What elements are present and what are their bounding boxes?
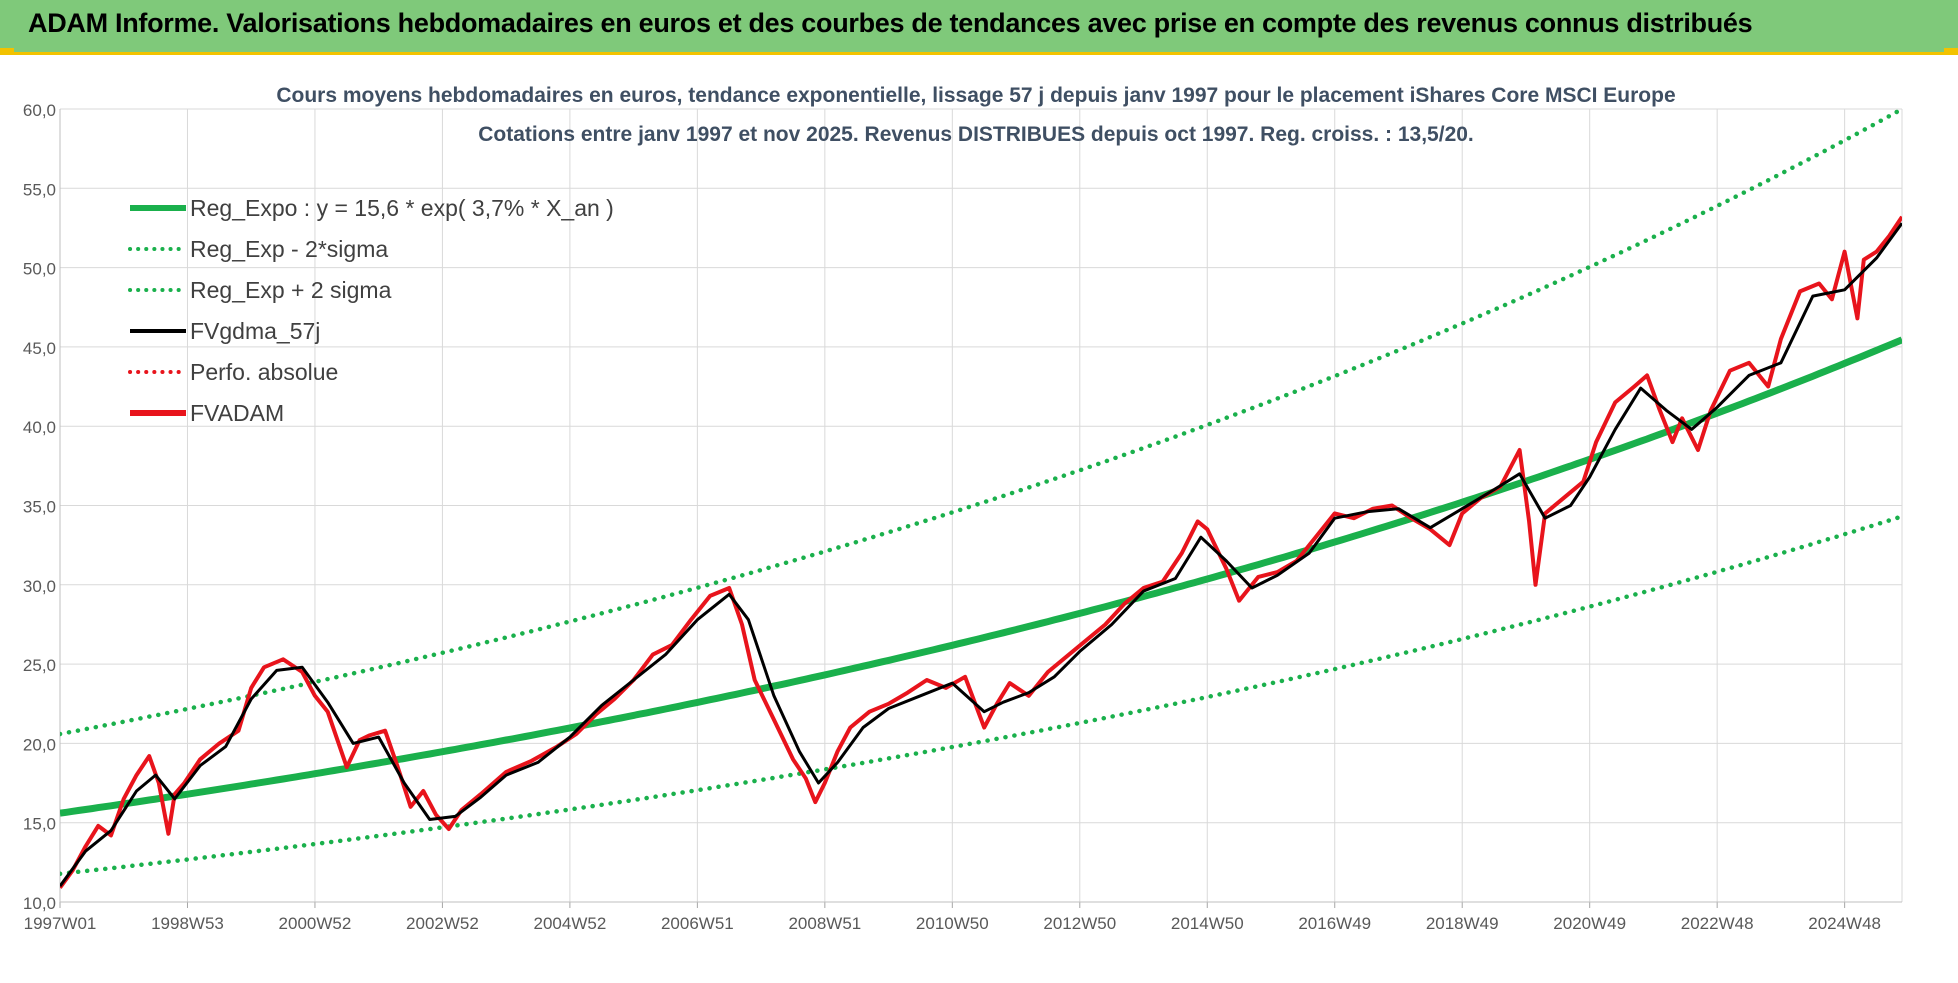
x-tick-label: 2008W51 [788,914,861,933]
chart-title-line-1: Cours moyens hebdomadaires en euros, ten… [276,84,1675,107]
y-tick-label: 55,0 [23,180,56,199]
legend-label: Reg_Expo : y = 15,6 * exp( 3,7% * X_an ) [190,195,614,221]
y-tick-label: 50,0 [23,260,56,279]
x-tick-label: 2000W52 [279,914,352,933]
legend: Reg_Expo : y = 15,6 * exp( 3,7% * X_an )… [128,195,614,426]
chart-title: Cours moyens hebdomadaires en euros, ten… [276,84,1675,146]
report-banner: ADAM Informe. Valorisations hebdomadaire… [0,0,1958,55]
x-tick-label: 2012W50 [1043,914,1116,933]
fvadam-line [60,215,1902,889]
legend-label: FVADAM [190,400,284,426]
frame-corner-right [1944,48,1958,54]
y-tick-label: 30,0 [23,577,56,596]
fvgdma-57j-line [60,222,1902,887]
y-tick-label: 15,0 [23,815,56,834]
legend-label: Reg_Exp + 2 sigma [190,277,392,303]
x-tick-label: 2004W52 [534,914,607,933]
y-tick-label: 45,0 [23,339,56,358]
legend-label: Perfo. absolue [190,359,338,385]
y-tick-label: 35,0 [23,498,56,517]
x-tick-label: 1997W01 [24,914,97,933]
series-lines [60,107,1902,889]
x-tick-label: 2016W49 [1298,914,1371,933]
report-title: ADAM Informe. Valorisations hebdomadaire… [28,8,1753,38]
gridlines [59,108,1903,903]
x-tick-label: 2024W48 [1808,914,1881,933]
legend-label: FVgdma_57j [190,318,320,344]
x-tick-label: 2020W49 [1553,914,1626,933]
reg-exp-minus-2sigma-line [60,514,1902,877]
y-tick-label: 25,0 [23,656,56,675]
y-tick-label: 60,0 [23,101,56,120]
x-tick-label: 2006W51 [661,914,734,933]
y-tick-label: 10,0 [23,894,56,913]
reg-expo-line [60,336,1902,817]
chart-area: 10,0 15,0 20,0 25,0 30,0 35,0 40,0 45,0 50,0 55,0… [0,55,1958,978]
x-tick-label: 2010W50 [916,914,989,933]
y-tick-label: 20,0 [23,735,56,754]
x-tick-label: 2014W50 [1171,914,1244,933]
axes: 10,0 15,0 20,0 25,0 30,0 35,0 40,0 45,0 50,0 55,0… [23,101,1902,933]
legend-label: Reg_Exp - 2*sigma [190,236,388,262]
reg-exp-plus-2sigma-line [60,107,1902,737]
x-tick-label: 2022W48 [1681,914,1754,933]
x-tick-label: 1998W53 [151,914,224,933]
frame-corner-left [0,48,14,54]
x-tick-label: 2002W52 [406,914,479,933]
price-trend-chart: 10,0 15,0 20,0 25,0 30,0 35,0 40,0 45,0 50,0 55,0… [23,84,1903,933]
chart-title-line-2: Cotations entre janv 1997 et nov 2025. R… [478,123,1474,146]
y-tick-label: 40,0 [23,418,56,437]
x-tick-label: 2018W49 [1426,914,1499,933]
